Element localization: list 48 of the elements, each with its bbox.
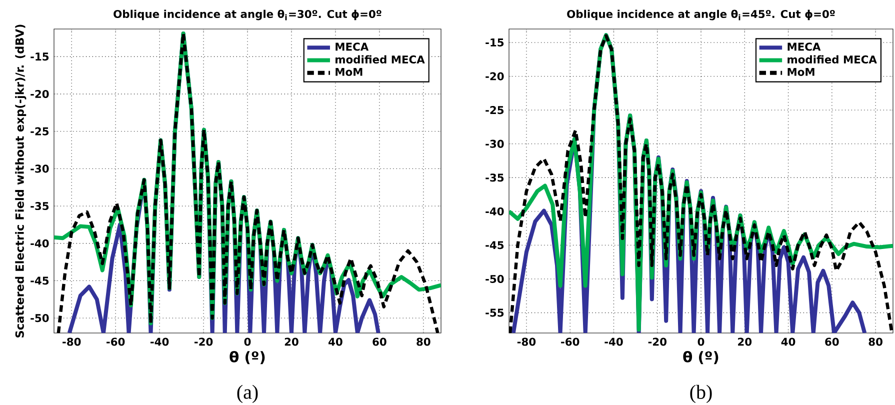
legend-label: modified MECA <box>788 55 877 64</box>
x-tick-label: -80 <box>517 338 536 346</box>
y-tick-label: -15 <box>30 52 49 61</box>
x-tick-label: -20 <box>194 338 213 346</box>
y-tick-label: -35 <box>30 202 49 210</box>
x-tick-label: 40 <box>328 338 342 346</box>
y-tick-label: -20 <box>486 72 504 80</box>
y-tick-label: -50 <box>30 314 49 322</box>
legend-label: MoM <box>788 68 814 76</box>
text: (a) <box>237 384 258 403</box>
y-tick-label: -25 <box>486 106 504 114</box>
y-tick-label: -30 <box>30 164 49 173</box>
x-tick-label: 20 <box>284 338 298 346</box>
x-tick-label: -40 <box>150 338 169 346</box>
x-tick-label: 60 <box>372 338 386 346</box>
x-axis-title: θ (º) <box>230 350 265 364</box>
legend-label: MoM <box>336 68 362 76</box>
legend-label: MECA <box>788 42 821 51</box>
y-tick-label: -45 <box>486 241 504 250</box>
x-tick-label: -80 <box>62 338 81 346</box>
x-tick-label: 80 <box>868 338 882 346</box>
x-tick-label: 20 <box>738 338 752 346</box>
y-tick-label: -20 <box>30 90 49 98</box>
x-tick-label: -60 <box>561 338 580 346</box>
legend-label: MECA <box>336 42 369 51</box>
x-tick-label: -60 <box>106 338 125 346</box>
y-tick-label: -30 <box>486 140 504 148</box>
x-tick-label: 0 <box>698 338 704 346</box>
y-tick-label: -35 <box>486 174 504 182</box>
x-tick-label: 40 <box>781 338 796 346</box>
y-tick-label: -45 <box>30 276 49 285</box>
x-tick-label: 0 <box>244 338 251 346</box>
y-tick-label: -50 <box>486 274 504 283</box>
y-tick-label: -55 <box>486 308 504 317</box>
x-tick-label: 80 <box>416 338 430 346</box>
y-tick-label: -15 <box>486 38 504 46</box>
text: (b) <box>690 384 712 403</box>
y-tick-label: -25 <box>30 127 49 136</box>
x-axis-title: θ (º) <box>683 350 718 364</box>
y-tick-label: -40 <box>486 207 504 216</box>
x-tick-label: -40 <box>604 338 623 346</box>
chart-title: Oblique incidence at angle θ$_{i}$=30º. Cut ϕ=0º <box>114 10 382 20</box>
y-axis-title: Scattered Electric Field without exp(-jkr)/r. (dBV) <box>15 24 26 338</box>
x-tick-label: 60 <box>825 338 839 346</box>
legend-label: modified MECA <box>336 55 425 64</box>
chart-title: Oblique incidence at angle θ$_{i}$=45º. Cut ϕ=0º <box>567 10 835 20</box>
x-tick-label: -20 <box>648 338 666 346</box>
y-tick-label: -40 <box>30 239 49 248</box>
